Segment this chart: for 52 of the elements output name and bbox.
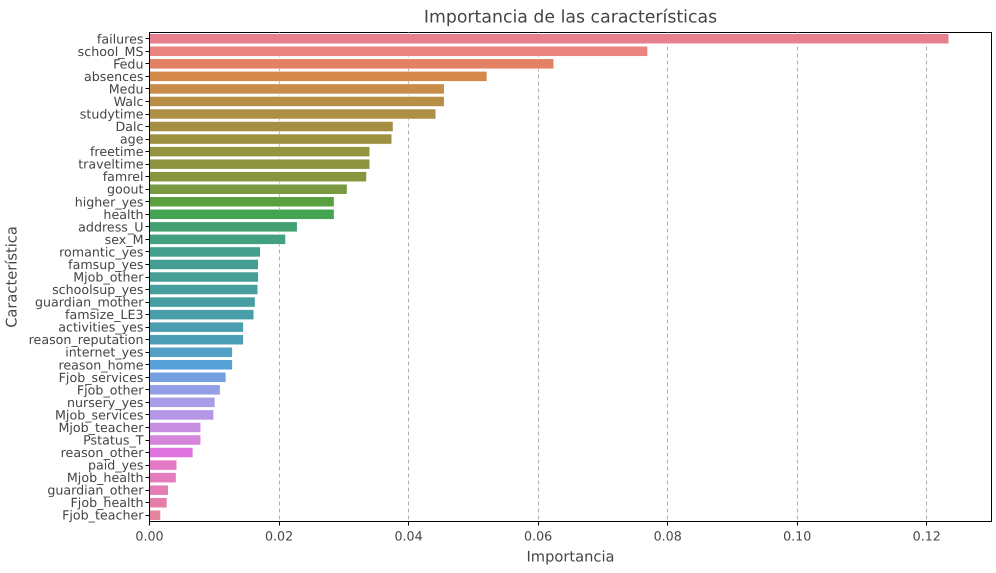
y-tick-label: age — [120, 132, 144, 147]
bar — [150, 346, 233, 358]
y-tick-label: famsize_LE3 — [64, 307, 144, 322]
x-tick-label: 0.06 — [524, 528, 552, 544]
y-tick-label: Pstatus_T — [83, 432, 144, 448]
bar — [150, 397, 216, 408]
y-tick-label: activities_yes — [58, 320, 144, 335]
bar — [150, 171, 367, 182]
bar — [150, 34, 949, 44]
y-tick-label: Fjob_health — [70, 495, 144, 510]
bar — [150, 334, 244, 345]
y-tick-label: address_U — [78, 219, 144, 234]
bar — [150, 384, 220, 396]
bar — [150, 322, 244, 332]
bar — [150, 372, 226, 383]
x-tick-label: 0.08 — [654, 528, 682, 544]
bar — [150, 360, 233, 370]
x-tick-label: 0.10 — [783, 528, 812, 544]
bar — [150, 58, 554, 70]
y-tick-label: failures — [96, 31, 144, 46]
bar — [150, 309, 254, 320]
bar — [150, 222, 298, 232]
bar — [150, 209, 334, 220]
bar — [150, 472, 176, 483]
bar — [150, 497, 168, 508]
y-tick-label: famrel — [102, 169, 144, 184]
y-tick-label: studytime — [80, 106, 144, 122]
bar — [150, 146, 370, 157]
bar — [150, 510, 161, 520]
y-axis-title: Característica — [4, 226, 21, 328]
x-tick-label: 0.04 — [394, 528, 423, 544]
bar — [150, 158, 370, 170]
y-tick-label: Medu — [108, 81, 144, 96]
bar — [150, 484, 169, 496]
y-tick-label: reason_other — [60, 445, 144, 460]
x-axis-title: Importancia — [526, 548, 615, 566]
x-tick-label: 0.02 — [264, 528, 294, 544]
y-tick-label: goout — [106, 182, 144, 197]
y-tick-label: paid_yes — [88, 458, 144, 473]
x-tick-label: 0.00 — [135, 528, 164, 544]
bar — [150, 196, 334, 208]
bar — [150, 71, 488, 82]
y-tick-label: absences — [84, 68, 144, 84]
x-tick-label: 0.12 — [912, 528, 941, 544]
bar — [150, 46, 648, 57]
chart-title: Importancia de las características — [424, 8, 718, 28]
y-tick-label: Dalc — [116, 119, 144, 134]
y-tick-label: traveltime — [78, 156, 144, 172]
bar — [150, 184, 348, 194]
bar — [150, 234, 286, 245]
y-tick-label: Walc — [114, 94, 144, 109]
y-tick-label: school_MS — [78, 44, 144, 59]
